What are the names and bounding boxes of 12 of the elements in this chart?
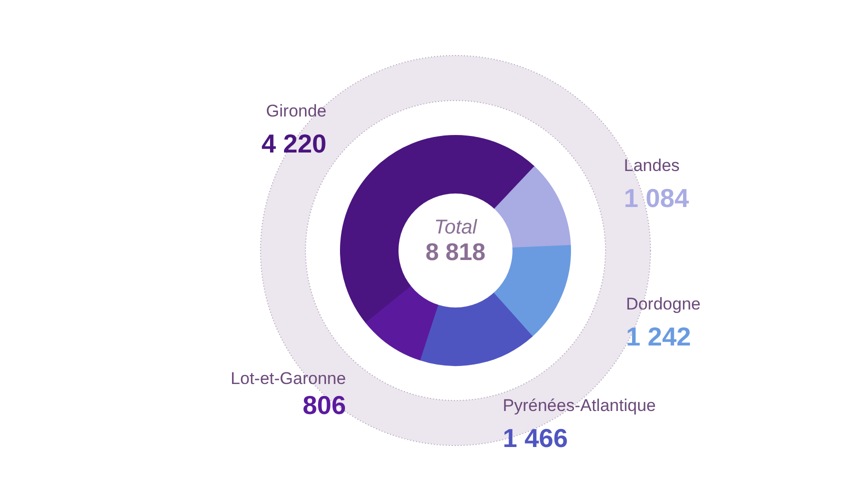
slice-label: Dordogne bbox=[626, 294, 701, 314]
data-label: 4 220 bbox=[261, 128, 327, 158]
data-label: 1 084 bbox=[624, 182, 690, 213]
data-label: 1 242 bbox=[626, 321, 692, 352]
slice-label: Gironde bbox=[266, 101, 327, 120]
data-label: 1 466 bbox=[502, 422, 568, 453]
slice-label: Lot-et-Garonne bbox=[230, 369, 346, 388]
slice-label: Pyrénées-Atlantique bbox=[502, 396, 656, 415]
text: 8 818 bbox=[425, 239, 486, 266]
text: Total bbox=[434, 216, 478, 238]
slice-label: Landes bbox=[624, 156, 680, 175]
data-label: 806 bbox=[302, 390, 346, 420]
